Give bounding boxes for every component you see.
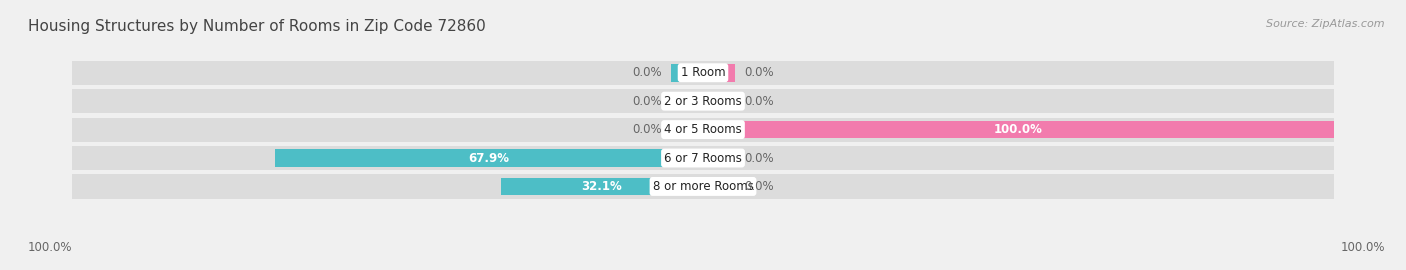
Bar (703, 92, 734, 110)
Bar (672, 121, 703, 139)
Text: 67.9%: 67.9% (468, 151, 509, 164)
Bar (72, 89, 703, 113)
Text: Source: ZipAtlas.com: Source: ZipAtlas.com (1267, 19, 1385, 29)
Text: 0.0%: 0.0% (744, 95, 773, 108)
Bar (703, 178, 734, 195)
Bar (274, 149, 703, 167)
Bar (72, 117, 703, 142)
Text: 0.0%: 0.0% (744, 66, 773, 79)
Text: 2 or 3 Rooms: 2 or 3 Rooms (664, 95, 742, 108)
Bar (72, 61, 703, 85)
Text: 1 Room: 1 Room (681, 66, 725, 79)
Bar (703, 117, 1334, 142)
Text: 8 or more Rooms: 8 or more Rooms (652, 180, 754, 193)
Text: 0.0%: 0.0% (633, 66, 662, 79)
Text: 0.0%: 0.0% (633, 95, 662, 108)
Text: 4 or 5 Rooms: 4 or 5 Rooms (664, 123, 742, 136)
Text: 100.0%: 100.0% (1340, 241, 1385, 254)
Bar (672, 92, 703, 110)
Bar (703, 64, 734, 82)
Text: Housing Structures by Number of Rooms in Zip Code 72860: Housing Structures by Number of Rooms in… (28, 19, 486, 34)
Text: 0.0%: 0.0% (744, 151, 773, 164)
Text: 100.0%: 100.0% (994, 123, 1043, 136)
Bar (703, 146, 1334, 170)
Text: 6 or 7 Rooms: 6 or 7 Rooms (664, 151, 742, 164)
Bar (703, 174, 1334, 198)
Bar (72, 146, 703, 170)
Text: 100.0%: 100.0% (28, 241, 73, 254)
Bar (672, 64, 703, 82)
Text: 0.0%: 0.0% (633, 123, 662, 136)
Text: 32.1%: 32.1% (582, 180, 621, 193)
Bar (703, 121, 1334, 139)
Bar (703, 61, 1334, 85)
Bar (72, 174, 703, 198)
Bar (703, 149, 734, 167)
Text: 0.0%: 0.0% (744, 180, 773, 193)
Bar (501, 178, 703, 195)
Bar (703, 89, 1334, 113)
